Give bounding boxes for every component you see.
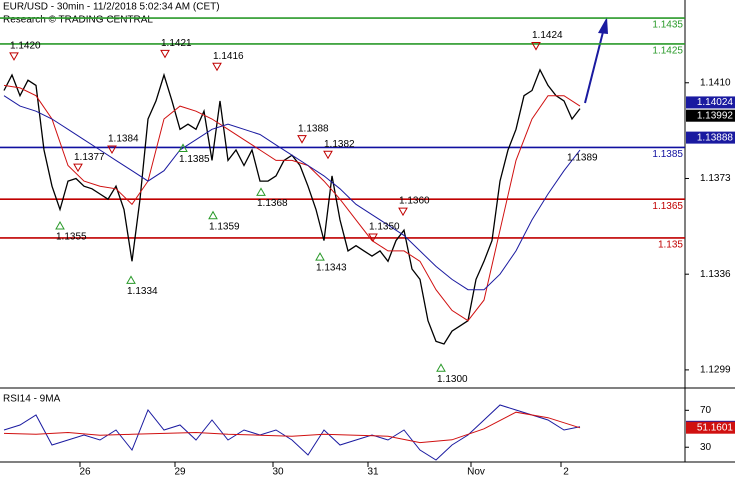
low-marker — [126, 275, 136, 284]
x-tick-label: 26 — [79, 467, 91, 478]
low-label: 1.1385 — [179, 154, 210, 165]
level-label: 1.1435 — [652, 20, 683, 31]
low-marker — [315, 252, 325, 261]
high-label: 1.1384 — [108, 134, 139, 145]
x-tick-label: 29 — [174, 467, 186, 478]
level-label: 1.135 — [658, 240, 683, 251]
high-label: 1.1388 — [298, 123, 329, 134]
price-box — [686, 421, 735, 434]
high-label: 1.1350 — [369, 222, 400, 233]
high-marker — [73, 163, 83, 173]
y-tick-label: 1.1336 — [700, 269, 731, 280]
low-marker — [436, 363, 446, 372]
high-marker — [531, 42, 541, 51]
series-line — [3, 84, 581, 322]
y-tick-label: 1.1299 — [700, 365, 731, 376]
low-label: 1.1359 — [209, 221, 240, 232]
high-label: 1.1377 — [74, 152, 105, 163]
x-tick-label: 2 — [563, 467, 569, 478]
level-label: 1.1385 — [652, 149, 683, 160]
high-label: 1.1360 — [399, 196, 430, 207]
price-box-label: 1.14024 — [697, 97, 734, 108]
low-marker — [178, 143, 188, 152]
x-tick-label: 31 — [367, 467, 379, 478]
high-label: 1.1420 — [10, 41, 41, 52]
high-marker — [160, 49, 170, 59]
low-label: 1.1368 — [257, 198, 288, 209]
y-tick-label: 1.1373 — [700, 173, 731, 184]
level-label: 1.1425 — [652, 46, 683, 57]
low-marker — [256, 187, 266, 196]
low-marker — [208, 210, 218, 220]
rsi-title: RSI14 - 9MA — [3, 394, 61, 405]
high-marker — [297, 135, 307, 144]
high-label: 1.1424 — [532, 30, 563, 41]
level-label: 1.1365 — [652, 201, 683, 212]
high-marker — [368, 233, 378, 242]
note-label: 1.1389 — [567, 153, 598, 164]
low-label: 1.1343 — [316, 263, 347, 274]
price-box-label: 1.13992 — [697, 110, 734, 121]
low-label: 1.1300 — [437, 374, 468, 385]
price-box — [686, 109, 735, 122]
y-tick-label: 30 — [700, 442, 712, 453]
series-line — [3, 411, 581, 444]
low-label: 1.1355 — [56, 232, 87, 243]
chart-title: EUR/USD - 30min - 11/2/2018 5:02:34 AM (… — [3, 2, 220, 13]
series-line — [3, 404, 581, 461]
x-tick-label: Nov — [467, 467, 485, 478]
high-label: 1.1416 — [213, 51, 244, 62]
high-label: 1.1421 — [161, 38, 192, 49]
high-marker — [398, 207, 408, 217]
y-tick-label: 1.1410 — [700, 77, 731, 88]
high-marker — [107, 145, 117, 155]
series-line — [3, 95, 581, 291]
y-tick-label: 70 — [700, 405, 712, 416]
low-label: 1.1334 — [127, 286, 158, 297]
chart-subtitle: Research © TRADING CENTRAL — [3, 15, 153, 26]
arrow-head — [598, 17, 608, 34]
high-marker — [212, 62, 222, 72]
low-marker — [55, 221, 65, 230]
price-box-label: 1.13888 — [697, 132, 734, 143]
price-box-label: 51.1601 — [697, 422, 734, 433]
high-marker — [323, 150, 333, 160]
price-box — [686, 131, 735, 144]
price-box — [686, 96, 735, 109]
high-label: 1.1382 — [324, 139, 355, 150]
x-tick-label: 30 — [272, 467, 284, 478]
high-marker — [9, 52, 19, 61]
